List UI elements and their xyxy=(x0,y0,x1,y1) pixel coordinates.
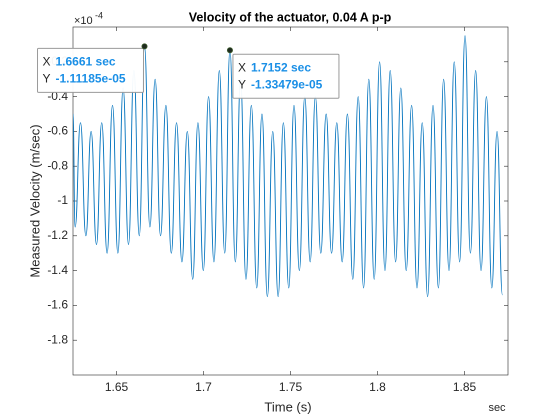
x-axis-label: Time (s) xyxy=(264,399,311,414)
datatip-marker xyxy=(226,47,233,54)
datatip-y-value: -1.33479e-05 xyxy=(251,77,323,91)
y-exponent-base: ×10 xyxy=(74,15,93,27)
y-exponent-power: -4 xyxy=(95,10,103,20)
x-tick-label: 1.7 xyxy=(195,380,212,394)
x-unit: sec xyxy=(488,402,506,414)
datatip-marker xyxy=(141,43,148,50)
x-tick-label: 1.85 xyxy=(453,380,477,394)
y-tick-label: -0.8 xyxy=(47,158,68,172)
datatip-y-name: Y xyxy=(43,72,51,86)
chart-title: Velocity of the actuator, 0.04 A p-p xyxy=(189,10,392,24)
data-line xyxy=(72,35,503,298)
x-tick-label: 1.8 xyxy=(369,380,386,394)
datatip-box xyxy=(37,47,145,93)
datatip-x-name: X xyxy=(43,55,51,69)
y-tick-label: -1.6 xyxy=(47,298,68,312)
y-tick-label: -0.6 xyxy=(47,124,68,138)
datatip-y-name: Y xyxy=(238,77,246,91)
datatip-x-name: X xyxy=(238,60,246,74)
y-tick-label: -1.2 xyxy=(47,228,68,242)
y-axis-label: Measured Velocity (m/sec) xyxy=(27,124,42,277)
datatip-box xyxy=(232,53,340,99)
x-tick-label: 1.75 xyxy=(279,380,303,394)
y-tick-label: -1 xyxy=(57,193,68,207)
datatip-x-value: 1.7152 sec xyxy=(251,60,311,74)
x-tick-label: 1.65 xyxy=(105,380,129,394)
datatip: X 1.6661 sec Y -1.11185e-05 xyxy=(37,43,148,93)
datatip-y-value: -1.11185e-05 xyxy=(56,72,126,86)
datatip-x-value: 1.6661 sec xyxy=(56,55,116,69)
y-tick-label: -1.8 xyxy=(47,332,68,346)
datatip: X 1.7152 sec Y -1.33479e-05 xyxy=(226,47,340,99)
y-tick-label: -1.4 xyxy=(47,263,68,277)
